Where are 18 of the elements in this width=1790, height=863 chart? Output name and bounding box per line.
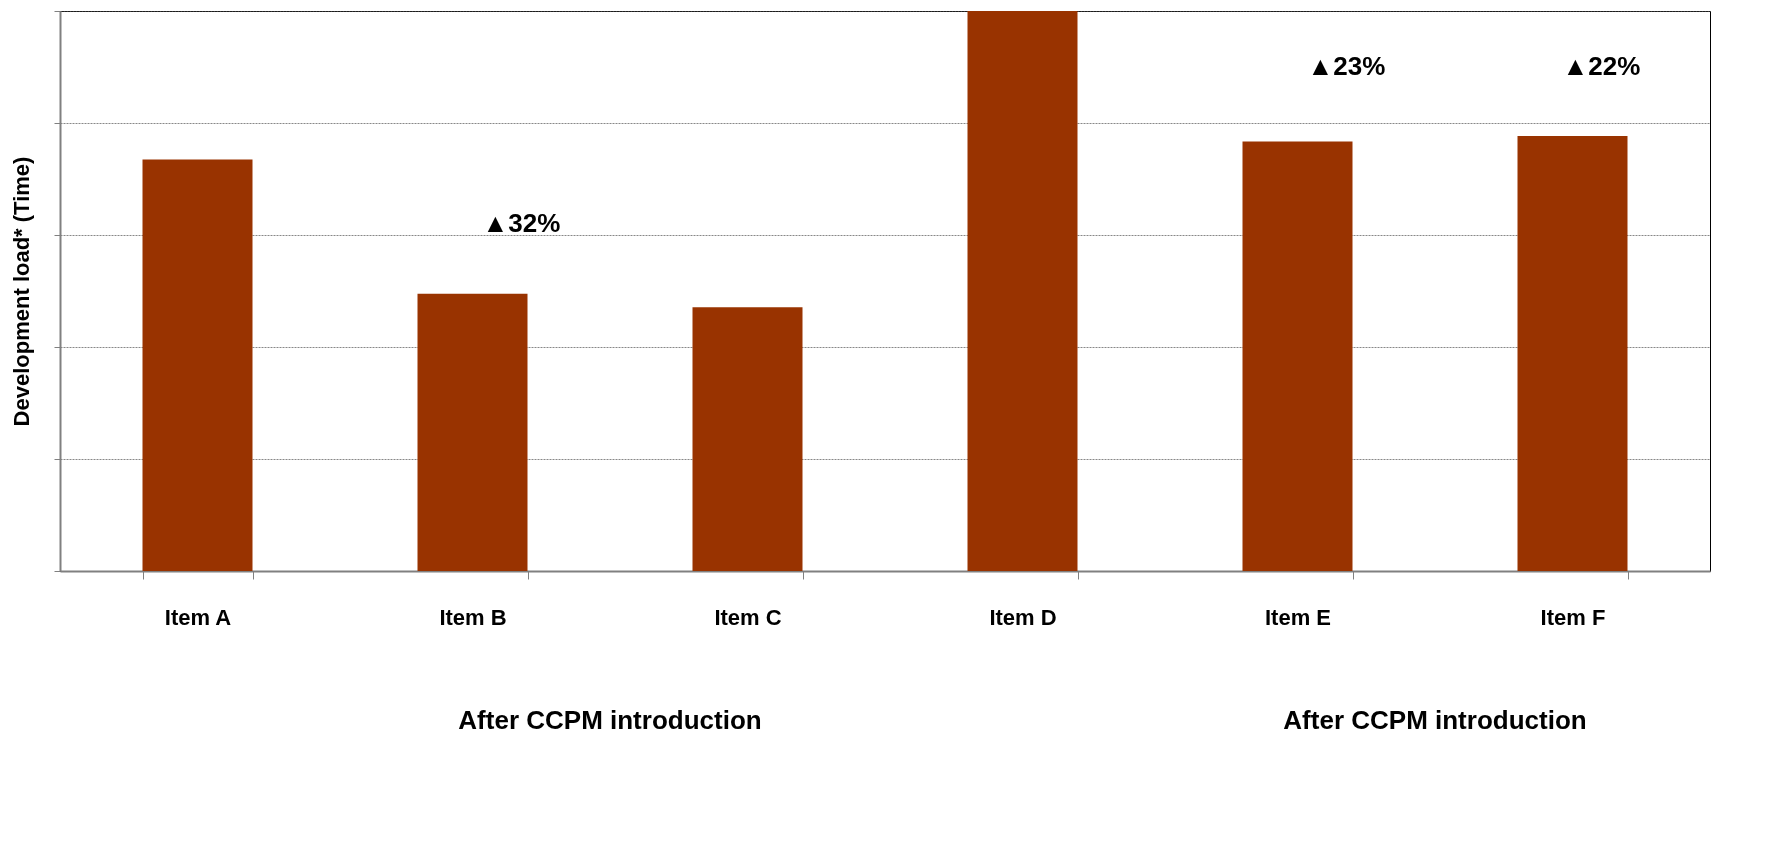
x-tick-label: Item D bbox=[989, 604, 1057, 630]
bar bbox=[417, 293, 528, 571]
x-tick-label: Item F bbox=[1540, 604, 1606, 630]
annotation: ▲32% bbox=[482, 207, 561, 238]
y-axis-title: Development load* (Time) bbox=[9, 156, 34, 427]
x-tick-label: Item B bbox=[439, 604, 507, 630]
annotation: ▲22% bbox=[1562, 51, 1641, 81]
text: After CCPM introduction bbox=[1283, 705, 1587, 735]
bar bbox=[142, 159, 253, 571]
annotation: ▲23% bbox=[1307, 51, 1386, 81]
x-tick-label: Item A bbox=[164, 604, 232, 630]
bar bbox=[692, 307, 803, 571]
x-tick-label: Item E bbox=[1264, 604, 1332, 630]
bar bbox=[1242, 141, 1353, 571]
text: After CCPM introduction bbox=[458, 705, 762, 735]
x-tick-label: Item C bbox=[714, 604, 782, 630]
bar bbox=[1517, 135, 1628, 571]
bar bbox=[967, 11, 1078, 571]
